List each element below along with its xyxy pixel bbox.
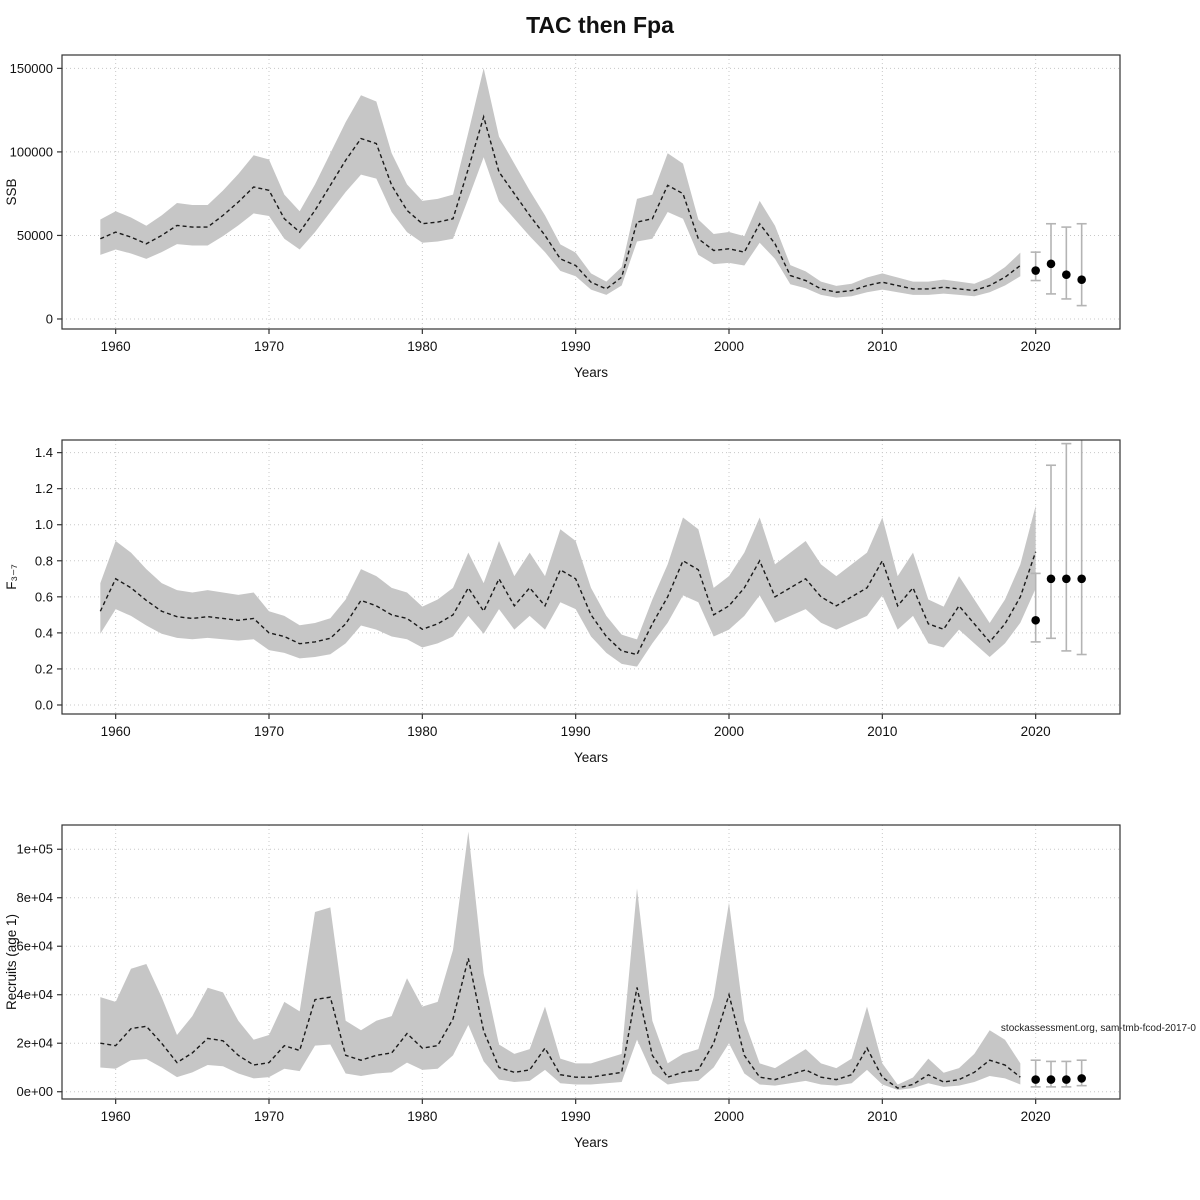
svg-text:1.0: 1.0 bbox=[35, 517, 53, 532]
ssb-chart: 1960 1970 1980 1990 2000 2010 2020 0 50000 100000… bbox=[4, 54, 1121, 380]
svg-text:Years: Years bbox=[574, 1135, 608, 1150]
svg-text:1990: 1990 bbox=[561, 724, 591, 739]
svg-text:0.2: 0.2 bbox=[35, 661, 53, 676]
chart-title: TAC then Fpa bbox=[526, 12, 674, 38]
recruits-chart: 1960 1970 1980 1990 2000 2010 2020 0e+00 2e+04 4e… bbox=[4, 824, 1197, 1150]
svg-text:1970: 1970 bbox=[254, 724, 284, 739]
svg-text:1960: 1960 bbox=[101, 1109, 131, 1124]
svg-text:Recruits (age 1): Recruits (age 1) bbox=[4, 914, 19, 1010]
svg-text:150000: 150000 bbox=[10, 61, 53, 76]
svg-text:2020: 2020 bbox=[1021, 339, 1051, 354]
svg-text:1970: 1970 bbox=[254, 1109, 284, 1124]
svg-text:0.0: 0.0 bbox=[35, 697, 53, 712]
svg-text:2000: 2000 bbox=[714, 339, 744, 354]
svg-text:Years: Years bbox=[574, 365, 608, 380]
svg-text:0.8: 0.8 bbox=[35, 553, 53, 568]
svg-text:1e+05: 1e+05 bbox=[16, 842, 53, 857]
svg-text:4e+04: 4e+04 bbox=[16, 987, 53, 1002]
svg-text:Years: Years bbox=[574, 750, 608, 765]
svg-text:2020: 2020 bbox=[1021, 1109, 1051, 1124]
svg-text:1990: 1990 bbox=[561, 1109, 591, 1124]
fbar-panel: 1960 1970 1980 1990 2000 2010 2020 0.0 0.2 0.4 0.6… bbox=[0, 426, 1200, 781]
plot-page: TAC then Fpa 1960 1970 1980 1990 2000 2010 202… bbox=[0, 12, 1200, 1166]
svg-text:F₃₋₇: F₃₋₇ bbox=[4, 564, 19, 590]
svg-text:1990: 1990 bbox=[561, 339, 591, 354]
recruits-panel: 1960 1970 1980 1990 2000 2010 2020 0e+00 2e+04 4e… bbox=[0, 811, 1200, 1166]
svg-text:1970: 1970 bbox=[254, 339, 284, 354]
svg-text:0.4: 0.4 bbox=[35, 625, 53, 640]
svg-text:1980: 1980 bbox=[407, 339, 437, 354]
svg-text:2010: 2010 bbox=[867, 724, 897, 739]
svg-text:0e+00: 0e+00 bbox=[16, 1084, 53, 1099]
svg-text:SSB: SSB bbox=[4, 178, 19, 205]
svg-text:2010: 2010 bbox=[867, 339, 897, 354]
svg-text:0: 0 bbox=[46, 311, 53, 326]
svg-text:2020: 2020 bbox=[1021, 724, 1051, 739]
svg-text:1.4: 1.4 bbox=[35, 445, 53, 460]
svg-text:1960: 1960 bbox=[101, 339, 131, 354]
svg-text:0.6: 0.6 bbox=[35, 589, 53, 604]
svg-text:stockassessment.org, sam-tmb-f: stockassessment.org, sam-tmb-fcod-2017-0 bbox=[1001, 1023, 1197, 1034]
svg-text:1960: 1960 bbox=[101, 724, 131, 739]
svg-text:2000: 2000 bbox=[714, 1109, 744, 1124]
svg-text:2e+04: 2e+04 bbox=[16, 1036, 53, 1051]
svg-text:50000: 50000 bbox=[17, 228, 53, 243]
svg-text:100000: 100000 bbox=[10, 144, 53, 159]
svg-text:1980: 1980 bbox=[407, 1109, 437, 1124]
svg-text:1.2: 1.2 bbox=[35, 481, 53, 496]
svg-text:2000: 2000 bbox=[714, 724, 744, 739]
ssb-panel: 1960 1970 1980 1990 2000 2010 2020 0 50000 100000… bbox=[0, 41, 1200, 396]
svg-text:1980: 1980 bbox=[407, 724, 437, 739]
svg-text:6e+04: 6e+04 bbox=[16, 939, 53, 954]
svg-text:2010: 2010 bbox=[867, 1109, 897, 1124]
svg-text:8e+04: 8e+04 bbox=[16, 890, 53, 905]
fbar-chart: 1960 1970 1980 1990 2000 2010 2020 0.0 0.2 0.4 0.6… bbox=[4, 439, 1121, 765]
